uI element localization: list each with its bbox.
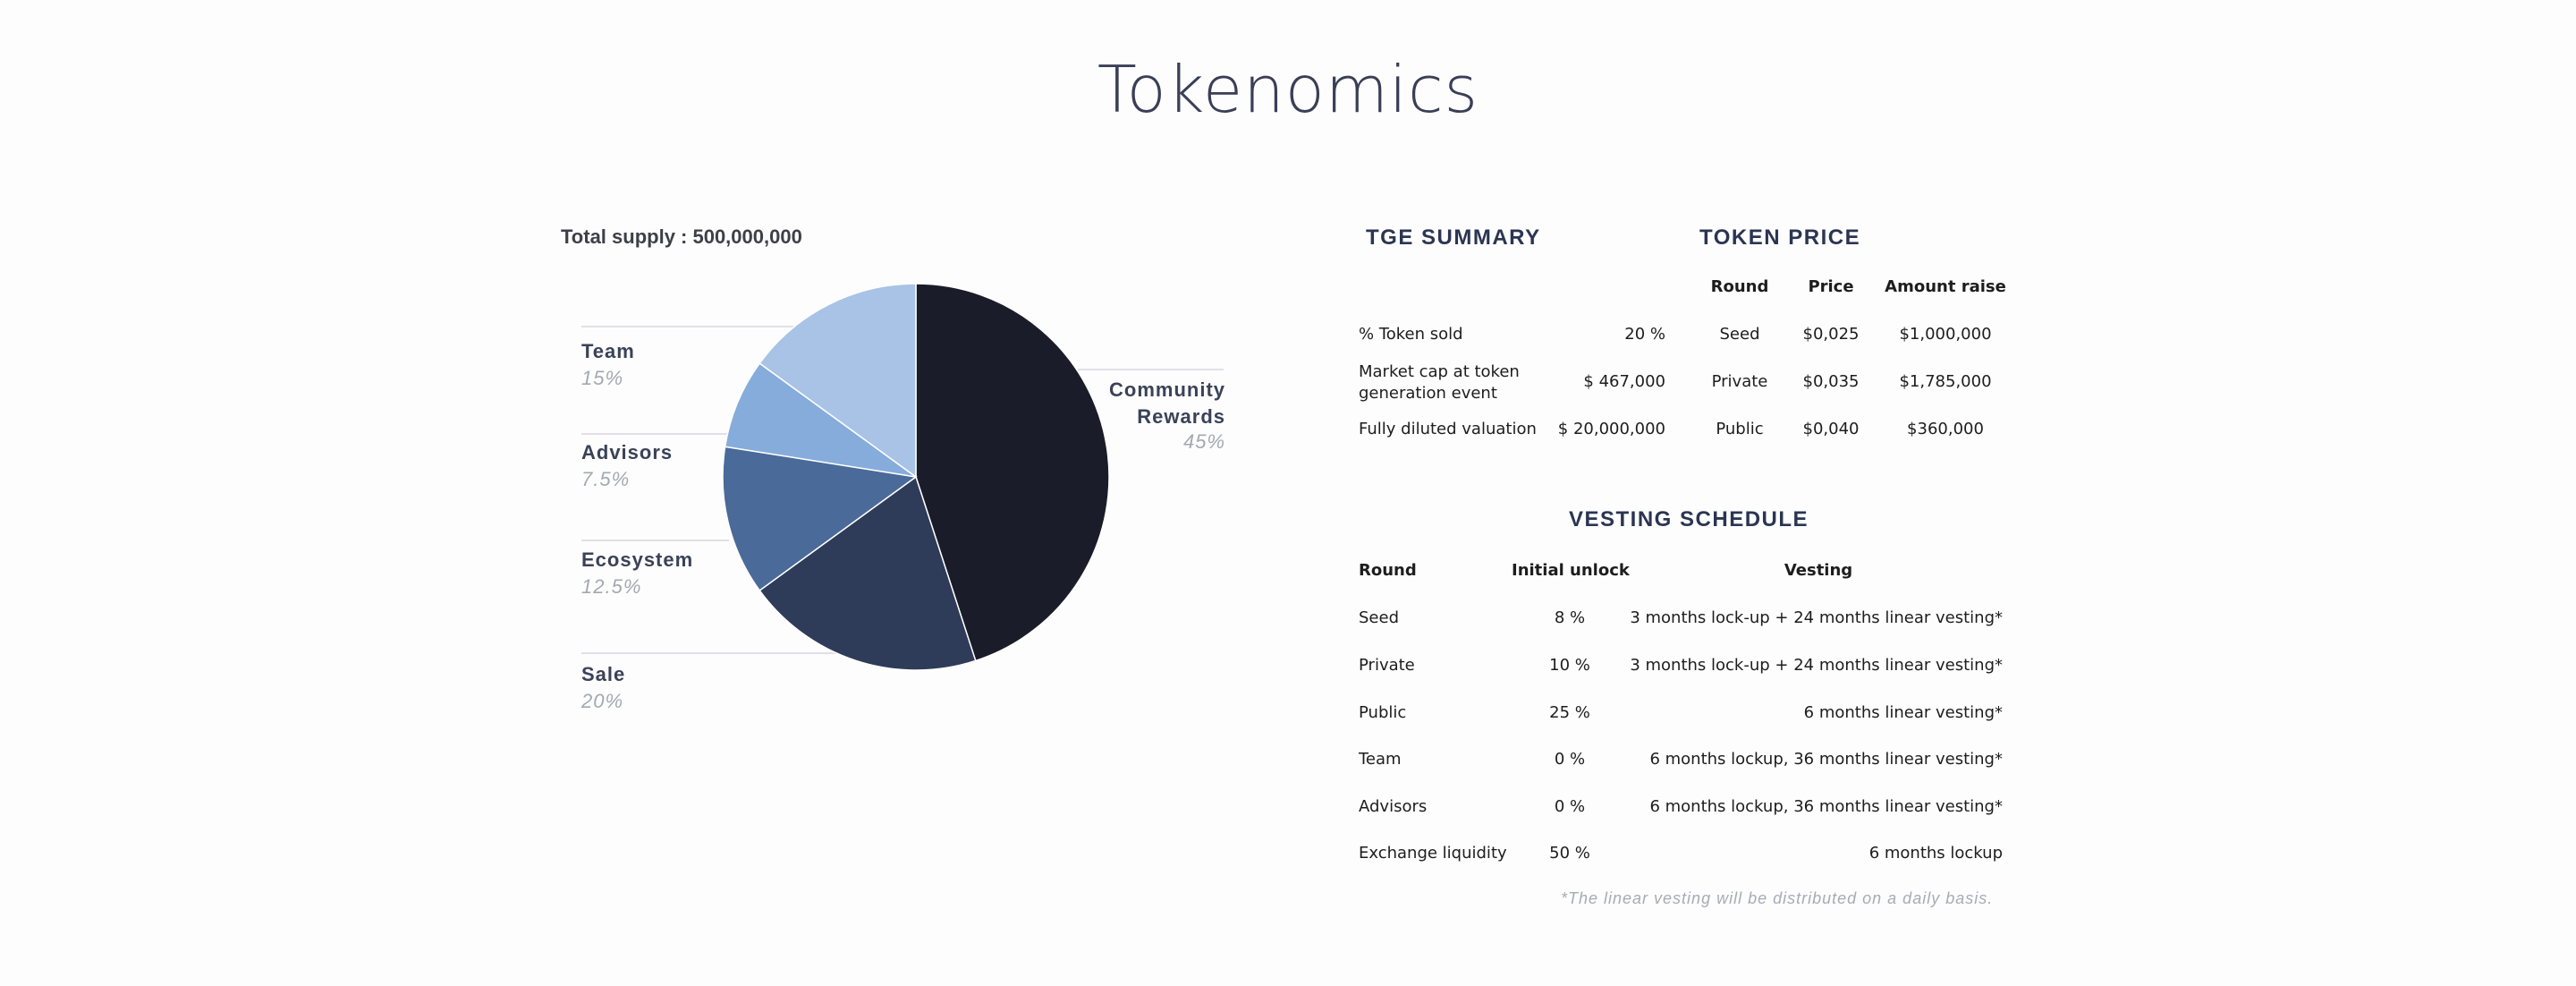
legend-label: Community xyxy=(1109,378,1225,401)
vesting-footnote: *The linear vesting will be distributed … xyxy=(1561,889,1994,907)
vesting-unlock: 0 % xyxy=(1554,797,1586,816)
price-cell: $1,785,000 xyxy=(1899,372,1992,391)
price-cell: Seed xyxy=(1719,325,1760,344)
vesting-round: Seed xyxy=(1359,608,1399,627)
pie-slice-community-rewards xyxy=(915,283,1110,662)
pie-slice-ecosystem xyxy=(722,446,918,592)
legend-percent: 7.5% xyxy=(581,468,631,490)
price-cell: Public xyxy=(1716,420,1764,438)
column-header: Vesting xyxy=(1784,561,1853,580)
legend-percent: 15% xyxy=(581,367,624,389)
legend-label: Team xyxy=(581,340,635,362)
column-header: Initial unlock xyxy=(1512,561,1630,580)
column-header: Round xyxy=(1359,561,1417,580)
tge-label: Market cap at token xyxy=(1359,362,1520,381)
vesting-terms: 6 months lockup, 36 months linear vestin… xyxy=(1649,797,2003,816)
vesting-round: Team xyxy=(1359,750,1402,769)
pie-slice-sale xyxy=(758,475,977,671)
vesting-unlock: 25 % xyxy=(1549,703,1590,722)
price-cell: $0,025 xyxy=(1802,325,1860,344)
price-cell: $1,000,000 xyxy=(1899,325,1992,344)
legend-sale: Sale 20% xyxy=(581,663,625,713)
token-price-heading: TOKEN PRICE xyxy=(1699,225,1861,250)
legend-community-rewards: Community Rewards 45% xyxy=(1029,378,1225,454)
vesting-unlock: 10 % xyxy=(1549,656,1590,675)
column-header: Amount raise xyxy=(1885,277,2006,296)
pie-slice-advisors xyxy=(724,361,917,478)
vesting-round: Public xyxy=(1359,703,1407,722)
vesting-unlock: 0 % xyxy=(1554,750,1586,769)
legend-label: Sale xyxy=(581,663,626,685)
vesting-round: Exchange liquidity xyxy=(1359,844,1507,863)
legend-team: Team 15% xyxy=(581,340,635,390)
legend-percent: 12.5% xyxy=(581,575,642,598)
price-cell: Private xyxy=(1711,372,1768,391)
vesting-round: Private xyxy=(1359,656,1415,675)
column-header: Price xyxy=(1808,277,1854,296)
price-cell: $360,000 xyxy=(1907,420,1984,438)
price-cell: $0,035 xyxy=(1802,372,1860,391)
tge-value: $ 20,000,000 xyxy=(1557,420,1665,438)
legend-advisors: Advisors 7.5% xyxy=(581,441,673,491)
tge-summary-heading: TGE SUMMARY xyxy=(1366,225,1541,250)
legend-percent: 20% xyxy=(581,690,624,712)
column-header: Round xyxy=(1710,277,1769,296)
vesting-terms: 6 months lockup xyxy=(1868,844,2003,863)
vesting-unlock: 50 % xyxy=(1549,844,1590,863)
vesting-terms: 6 months lockup, 36 months linear vestin… xyxy=(1649,750,2003,769)
legend-percent: 45% xyxy=(1182,430,1225,453)
pie-slice-team xyxy=(758,283,917,479)
tge-value: 20 % xyxy=(1624,325,1665,344)
legend-label-line2: Rewards xyxy=(1137,405,1225,428)
price-cell: $0,040 xyxy=(1802,420,1860,438)
vesting-terms: 3 months lock-up + 24 months linear vest… xyxy=(1630,656,2003,675)
vesting-unlock: 8 % xyxy=(1554,608,1586,627)
vesting-round: Advisors xyxy=(1359,797,1428,816)
tge-label: Fully diluted valuation xyxy=(1359,420,1537,438)
legend-ecosystem: Ecosystem 12.5% xyxy=(581,548,693,599)
vesting-terms: 6 months linear vesting* xyxy=(1803,703,2003,722)
vesting-heading: VESTING SCHEDULE xyxy=(1569,507,1809,531)
tge-label-line2: generation event xyxy=(1359,384,1497,403)
legend-label: Advisors xyxy=(581,441,674,463)
tge-value: $ 467,000 xyxy=(1583,372,1665,391)
legend-label: Ecosystem xyxy=(581,548,694,571)
tge-label: % Token sold xyxy=(1359,325,1463,344)
total-supply-label: Total supply : 500,000,000 xyxy=(561,225,802,248)
page-title: Tokenomics xyxy=(1097,52,1479,127)
vesting-terms: 3 months lock-up + 24 months linear vest… xyxy=(1630,608,2003,627)
